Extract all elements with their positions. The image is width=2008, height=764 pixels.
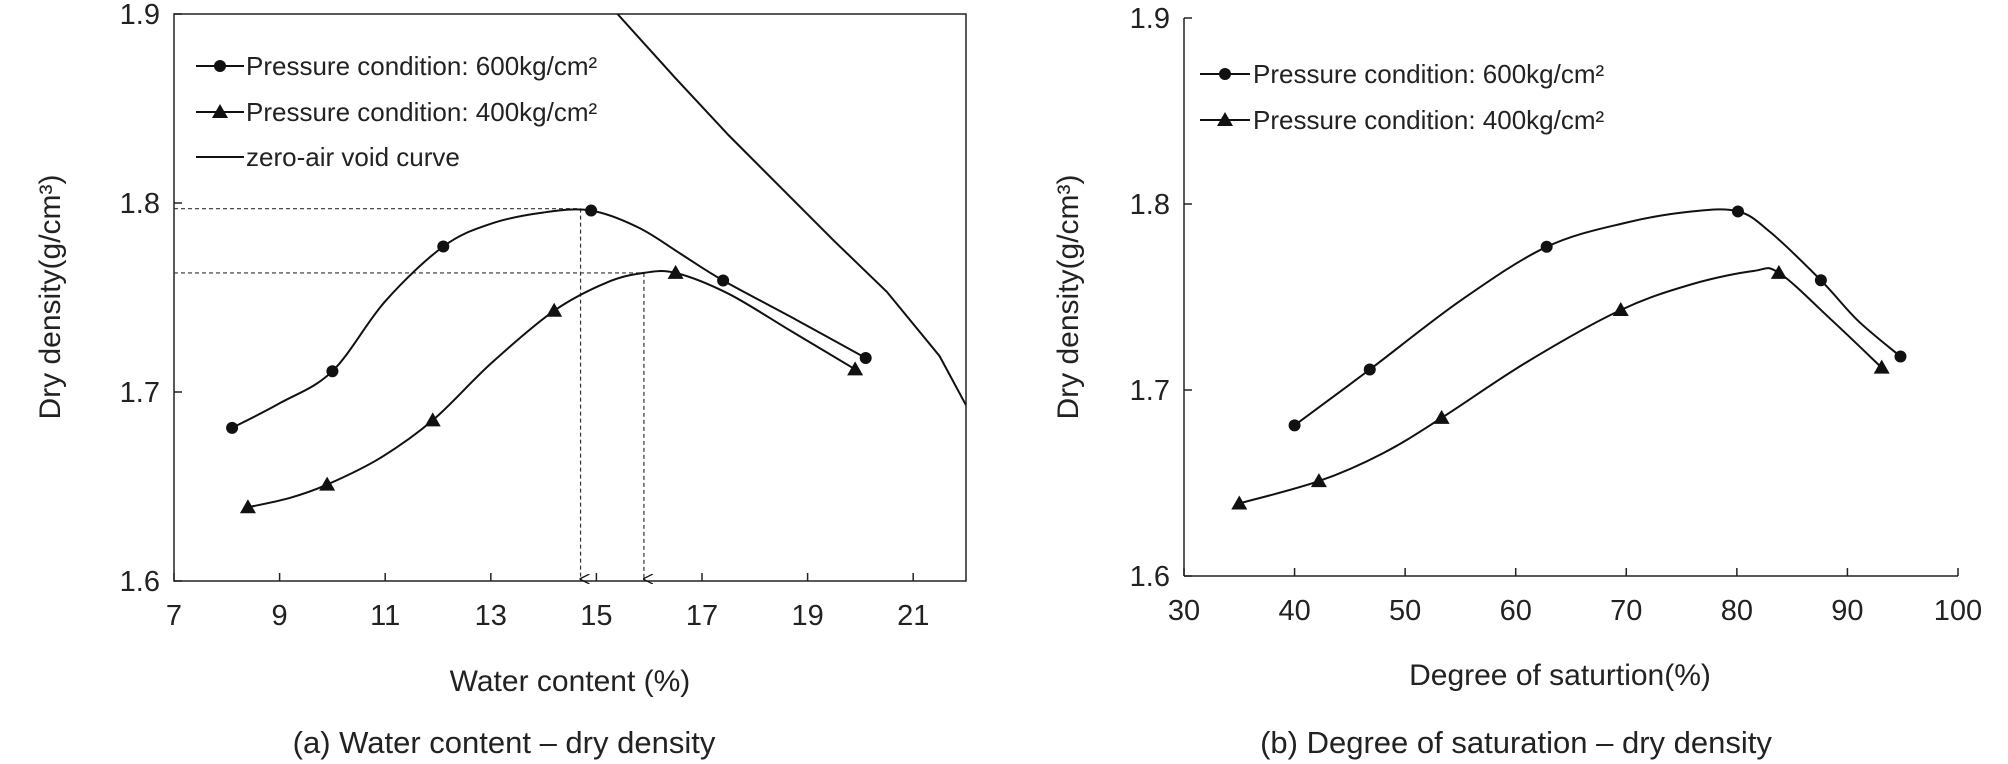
chart-a-x-tick-label: 9 <box>272 600 288 632</box>
chart-a-y-tick-label: 1.7 <box>120 377 160 409</box>
chart-a-point-circle <box>226 421 239 434</box>
plot-area-a <box>173 13 967 582</box>
chart-b-x-tick-label: 80 <box>1721 595 1753 627</box>
legend-b-entry-400: Pressure condition: 400kg/cm² <box>1200 105 1605 135</box>
legend-b-entry-600: Pressure condition: 600kg/cm² <box>1200 59 1605 89</box>
chart-b-point-circle <box>1363 363 1376 376</box>
chart-a-x-tick-label: 11 <box>370 600 400 632</box>
ticks-b: 30 40 50 60 70 80 90 100 1.6 1.7 1.8 1.9 <box>1130 3 1983 627</box>
chart-b: 30 40 50 60 70 80 90 100 1.6 1.7 1.8 1.9 Pressure c… <box>1052 3 1982 760</box>
legend-a-marker-400 <box>212 104 228 118</box>
chart-b-point-triangle <box>1770 264 1787 279</box>
chart-b-point-triangle <box>1433 409 1450 424</box>
legend-a-label-400: Pressure condition: 400kg/cm² <box>246 97 598 127</box>
legend-a-marker-600 <box>214 60 226 72</box>
chart-a-x-tick-label: 19 <box>791 600 823 632</box>
optimum-guides-a <box>174 208 644 579</box>
chart-b-x-tick-label: 70 <box>1610 595 1642 627</box>
chart-a-point-triangle <box>239 499 256 514</box>
series-b <box>1231 205 1907 510</box>
caption-b: (b) Degree of saturation – dry density <box>1260 725 1772 760</box>
chart-b-y-tick-label: 1.7 <box>1130 375 1170 407</box>
ticks-a: 7 9 11 13 15 17 19 21 1.6 1.7 1.8 1.9 <box>120 0 930 632</box>
chart-a-x-tick-label: 13 <box>475 600 507 632</box>
y-axis-label-b: Dry density(g/cm³) <box>1052 174 1085 419</box>
chart-a-point-circle <box>859 351 872 364</box>
chart-a-point-circle <box>326 365 339 378</box>
chart-b-series-line-1 <box>1239 267 1883 505</box>
chart-b-x-tick-label: 50 <box>1389 595 1421 627</box>
legend-b: Pressure condition: 600kg/cm² Pressure c… <box>1200 59 1605 135</box>
chart-a-x-tick-label: 7 <box>166 600 182 632</box>
chart-b-point-triangle <box>1612 302 1629 317</box>
chart-a-point-circle <box>437 240 450 253</box>
chart-b-point-triangle <box>1310 473 1327 488</box>
chart-b-x-tick-label: 60 <box>1500 595 1532 627</box>
chart-b-x-tick-label: 30 <box>1168 595 1200 627</box>
chart-a-point-triangle <box>319 476 336 491</box>
chart-a-point-triangle <box>546 302 563 317</box>
chart-b-point-circle <box>1894 350 1907 363</box>
chart-a-point-triangle <box>667 264 684 279</box>
chart-b-y-tick-label: 1.6 <box>1130 561 1170 593</box>
y-axis-label-a: Dry density(g/cm³) <box>34 174 67 419</box>
chart-b-x-tick-label: 40 <box>1278 595 1310 627</box>
chart-a-y-tick-label: 1.8 <box>120 188 160 220</box>
legend-b-label-400: Pressure condition: 400kg/cm² <box>1253 105 1605 135</box>
x-axis-label-b: Degree of saturtion(%) <box>1409 659 1711 692</box>
chart-a-point-triangle <box>424 412 441 427</box>
chart-b-x-tick-label: 90 <box>1831 595 1863 627</box>
legend-a-entry-zav: zero-air void curve <box>196 142 460 172</box>
caption-a: (a) Water content – dry density <box>293 725 716 760</box>
chart-a-series-line-1 <box>247 270 856 509</box>
chart-b-point-triangle <box>1873 359 1890 374</box>
legend-a-label-zav: zero-air void curve <box>246 142 460 172</box>
chart-a: 7 9 11 13 15 17 19 21 1.6 1.7 1.8 1.9 Pressure cond… <box>34 0 967 760</box>
chart-a-x-tick-label: 21 <box>897 600 929 632</box>
chart-a-x-tick-label: 17 <box>686 600 718 632</box>
series-a <box>226 14 966 514</box>
chart-b-y-tick-label: 1.9 <box>1130 3 1170 35</box>
chart-a-point-triangle <box>847 361 864 376</box>
x-axis-label-a: Water content (%) <box>450 665 691 698</box>
chart-b-point-circle <box>1540 240 1553 253</box>
chart-b-point-circle <box>1288 419 1301 432</box>
legend-b-label-600: Pressure condition: 600kg/cm² <box>1253 59 1605 89</box>
chart-a-series-line-2 <box>616 14 966 406</box>
chart-b-point-circle <box>1731 205 1744 218</box>
chart-a-x-tick-label: 15 <box>580 600 612 632</box>
legend-b-marker-600 <box>1219 68 1231 80</box>
legend-a-entry-400: Pressure condition: 400kg/cm² <box>196 97 598 127</box>
chart-a-point-circle <box>717 274 730 287</box>
chart-b-point-triangle <box>1231 495 1248 510</box>
chart-b-point-circle <box>1814 274 1827 287</box>
legend-b-marker-400 <box>1217 112 1233 126</box>
chart-a-y-tick-label: 1.9 <box>120 0 160 31</box>
chart-b-series-line-0 <box>1293 208 1902 427</box>
chart-b-y-tick-label: 1.8 <box>1130 189 1170 221</box>
legend-a-label-600: Pressure condition: 600kg/cm² <box>246 51 598 81</box>
chart-a-y-tick-label: 1.6 <box>120 566 160 598</box>
chart-a-point-circle <box>585 204 598 217</box>
chart-b-x-tick-label: 100 <box>1934 595 1982 627</box>
legend-a-entry-600: Pressure condition: 600kg/cm² <box>196 51 598 81</box>
legend-a: Pressure condition: 600kg/cm² Pressure c… <box>196 51 598 172</box>
